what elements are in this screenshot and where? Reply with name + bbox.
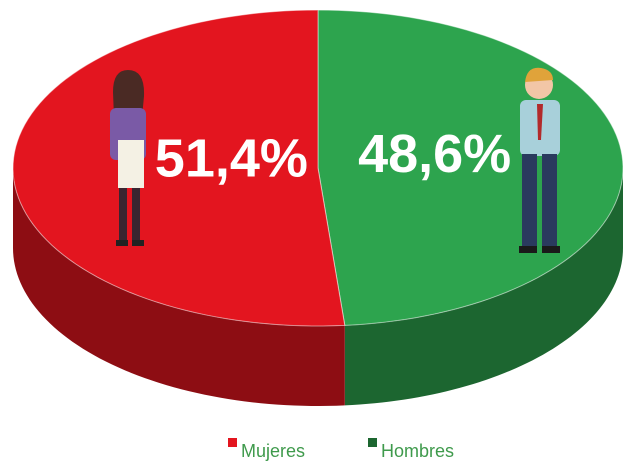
legend-swatch — [228, 438, 237, 447]
legend-label: Hombres — [381, 441, 454, 461]
chart: 48,6% 51,4% Mujeres Hombres — [0, 0, 624, 463]
legend-label: Mujeres — [241, 441, 305, 461]
legend-swatch — [368, 438, 377, 447]
value-label: 51,4% — [155, 129, 308, 189]
value-label: 48,6% — [358, 124, 511, 184]
